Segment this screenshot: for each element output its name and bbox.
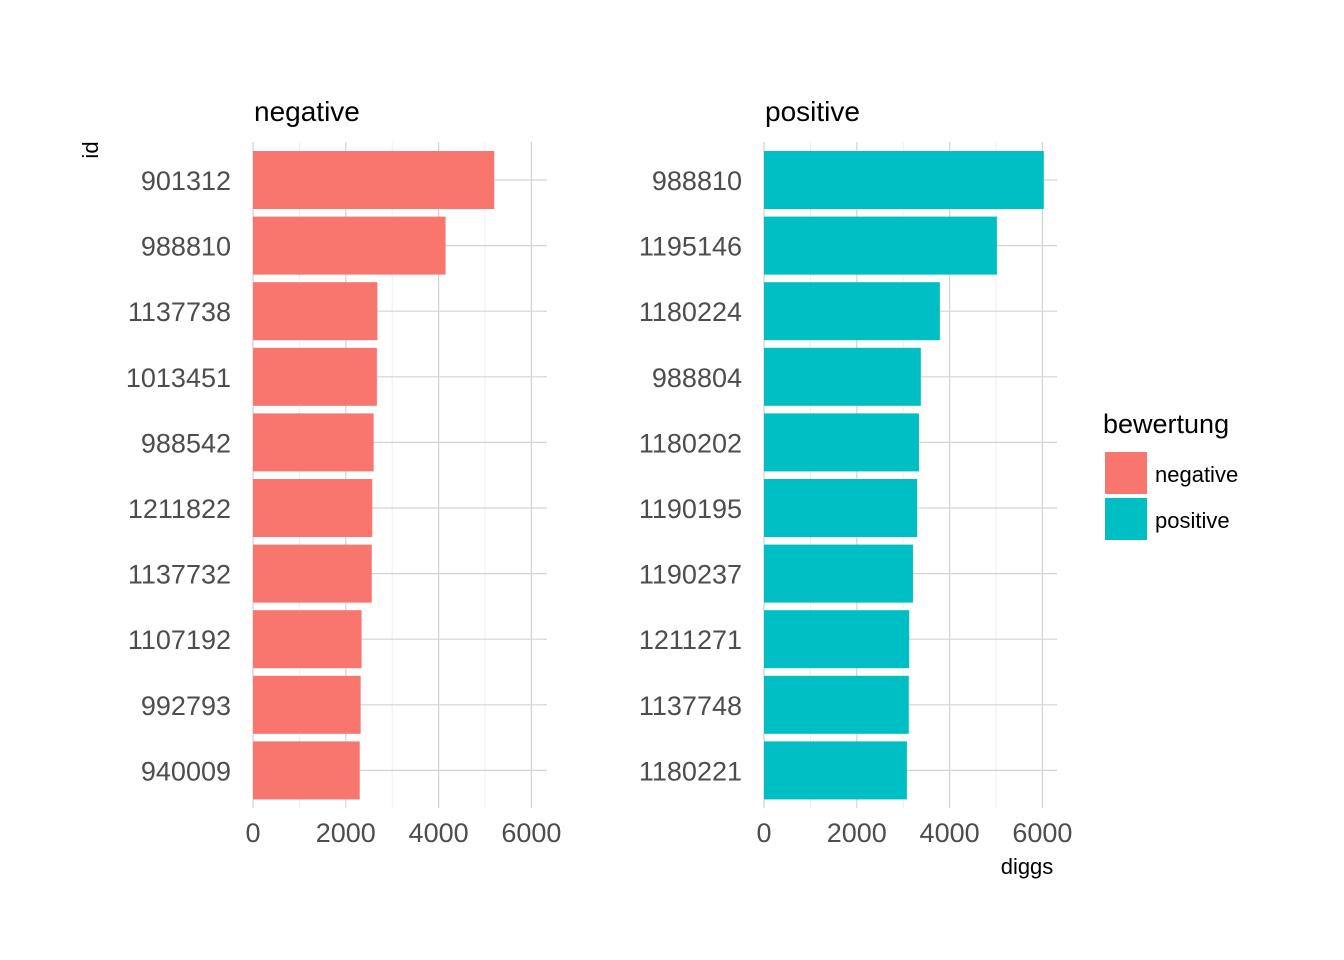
x-tick-label: 0: [756, 818, 771, 848]
y-tick-label: 1195146: [639, 232, 742, 262]
legend-label-negative: negative: [1155, 462, 1238, 487]
facet-panels: negative 901312 988810 1137738 1013451 988542…: [126, 96, 1073, 848]
y-tick-label: 1190237: [639, 560, 742, 590]
facet-panel-positive: positive 988810 1195146 1180224 988804 118020…: [639, 96, 1073, 848]
bar-negative-992793: [253, 675, 361, 734]
bar-negative-1137732: [253, 544, 372, 603]
y-tick-label: 992793: [141, 691, 231, 721]
bar-positive-988810: [764, 151, 1044, 209]
legend: bewertung negative positive: [1103, 409, 1238, 540]
bar-positive-1190237: [764, 544, 913, 603]
y-tick-label: 1190195: [639, 494, 742, 524]
bar-positive-1180202: [764, 413, 919, 472]
y-axis-title: id: [78, 141, 103, 158]
y-tick-label: 988810: [141, 232, 231, 262]
legend-label-positive: positive: [1155, 508, 1230, 533]
legend-title: bewertung: [1103, 409, 1229, 439]
bar-negative-1107192: [253, 610, 362, 669]
facet-panel-negative: negative 901312 988810 1137738 1013451 988542…: [126, 96, 562, 848]
y-tick-label: 1180221: [639, 756, 742, 786]
bar-negative-988542: [253, 413, 374, 472]
bar-negative-901312: [253, 151, 495, 209]
legend-key-negative: [1105, 452, 1147, 494]
x-tick-label: 4000: [920, 818, 980, 848]
y-tick-label: 1137738: [128, 297, 231, 327]
y-tick-label: 1137732: [128, 560, 231, 590]
x-tick-label: 6000: [501, 818, 561, 848]
x-tick-label: 6000: [1012, 818, 1072, 848]
y-tick-label: 1211271: [639, 625, 742, 655]
y-tick-label: 1211822: [128, 494, 231, 524]
bar-negative-1013451: [253, 347, 377, 406]
facet-title-positive: positive: [765, 96, 860, 127]
y-tick-label: 940009: [141, 756, 231, 786]
x-tick-label: 0: [245, 818, 260, 848]
y-tick-label: 988804: [652, 363, 742, 393]
bar-negative-1211822: [253, 479, 373, 537]
x-tick-label: 4000: [409, 818, 469, 848]
bar-positive-1195146: [764, 216, 997, 275]
bar-positive-1211271: [764, 610, 910, 669]
bar-negative-940009: [253, 741, 360, 800]
bar-positive-1137748: [764, 675, 909, 734]
legend-key-positive: [1105, 498, 1147, 540]
x-axis-title: diggs: [1001, 854, 1054, 879]
x-tick-label: 2000: [316, 818, 376, 848]
y-tick-label: 901312: [141, 166, 231, 196]
bar-positive-1180221: [764, 741, 907, 800]
y-tick-label: 1013451: [126, 363, 231, 393]
bar-positive-1180224: [764, 282, 940, 341]
x-tick-label: 2000: [827, 818, 887, 848]
y-tick-label: 1137748: [639, 691, 742, 721]
facet-title-negative: negative: [254, 96, 360, 127]
y-tick-label: 1107192: [128, 625, 231, 655]
bar-negative-988810: [253, 216, 446, 275]
y-tick-label: 988542: [141, 428, 231, 458]
bar-negative-1137738: [253, 282, 378, 341]
bar-positive-988804: [764, 347, 921, 406]
y-tick-label: 1180224: [639, 297, 742, 327]
y-tick-label: 1180202: [639, 428, 742, 458]
bar-positive-1190195: [764, 479, 918, 537]
y-tick-label: 988810: [652, 166, 742, 196]
